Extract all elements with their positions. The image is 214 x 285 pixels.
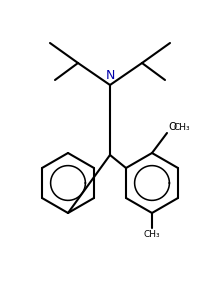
Text: O: O <box>168 122 176 132</box>
Text: CH₃: CH₃ <box>174 123 191 132</box>
Text: CH₃: CH₃ <box>144 230 160 239</box>
Text: N: N <box>105 69 115 82</box>
